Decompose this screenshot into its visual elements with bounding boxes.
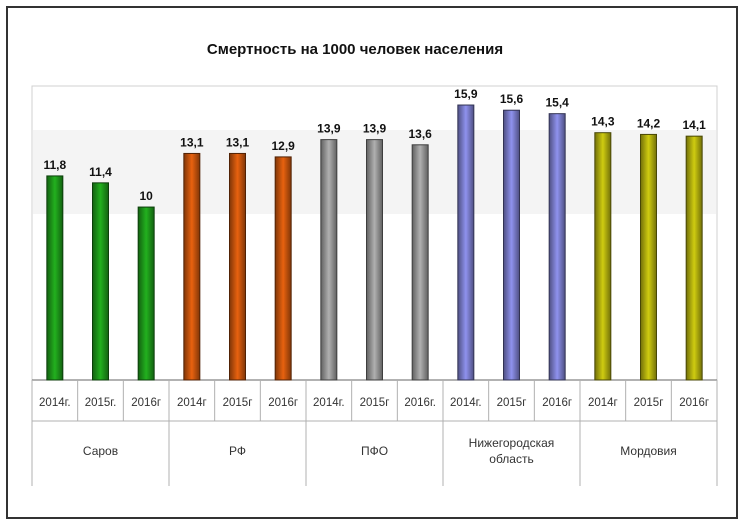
category-label: 2016г [542, 397, 572, 409]
value-label: 13,9 [317, 122, 341, 136]
chart-title: Смертность на 1000 человек населения [206, 41, 504, 58]
bar-1-1 [229, 152, 246, 381]
category-label: 2014г [177, 397, 207, 409]
category-label: 2016г. [404, 397, 436, 409]
group-label: Мордовия [620, 444, 676, 458]
category-label: 2015г [497, 397, 527, 409]
bar-3-0 [457, 104, 475, 381]
bar-4-1 [640, 133, 657, 381]
value-label: 15,6 [500, 92, 524, 106]
bar-1-0 [183, 152, 201, 381]
bar-0-2 [137, 206, 155, 381]
group-label: Саров [83, 444, 118, 458]
value-label: 15,4 [545, 96, 569, 110]
bar-2-0 [320, 139, 338, 381]
bar-4-0 [594, 132, 612, 381]
value-label: 13,9 [363, 122, 387, 136]
bar-0-0 [46, 175, 64, 381]
value-label: 11,4 [89, 165, 112, 179]
category-label: 2015г. [85, 397, 117, 409]
value-label: 13,1 [180, 135, 204, 149]
bar-2-1 [366, 139, 383, 381]
value-label: 13,1 [226, 135, 250, 149]
value-label: 13,6 [408, 127, 432, 141]
value-label: 11,8 [43, 158, 66, 172]
category-label: 2016г [268, 397, 298, 409]
category-label: 2014г [588, 397, 618, 409]
category-label: 2015г [223, 397, 253, 409]
category-label: 2015г [634, 397, 664, 409]
bar-0-1 [92, 182, 109, 381]
category-label: 2014г. [313, 397, 345, 409]
value-label: 14,2 [637, 116, 661, 130]
category-label: 2014г. [450, 397, 482, 409]
bar-4-2 [685, 135, 703, 381]
chart-frame: Смертность на 1000 человек населения 11,… [6, 6, 738, 519]
bar-1-2 [274, 156, 292, 381]
category-label: 2016г [131, 397, 161, 409]
category-label: 2016г [679, 397, 709, 409]
value-label: 12,9 [271, 139, 295, 153]
value-label: 15,9 [454, 87, 478, 101]
value-label: 14,1 [682, 118, 706, 132]
value-label: 10 [139, 189, 153, 203]
group-label: Нижегородская область [469, 436, 555, 466]
bar-3-2 [548, 113, 566, 381]
bar-chart: 11,8 2014г. 11,4 2015г. 10 2016г Саров 13,1 2014… [31, 85, 718, 486]
category-label: 2015г [360, 397, 390, 409]
bar-2-2 [411, 144, 429, 381]
category-label: 2014г. [39, 397, 71, 409]
group-label: ПФО [361, 444, 388, 458]
group-label: РФ [229, 444, 246, 458]
value-label: 14,3 [591, 115, 615, 129]
bar-3-1 [503, 109, 520, 381]
